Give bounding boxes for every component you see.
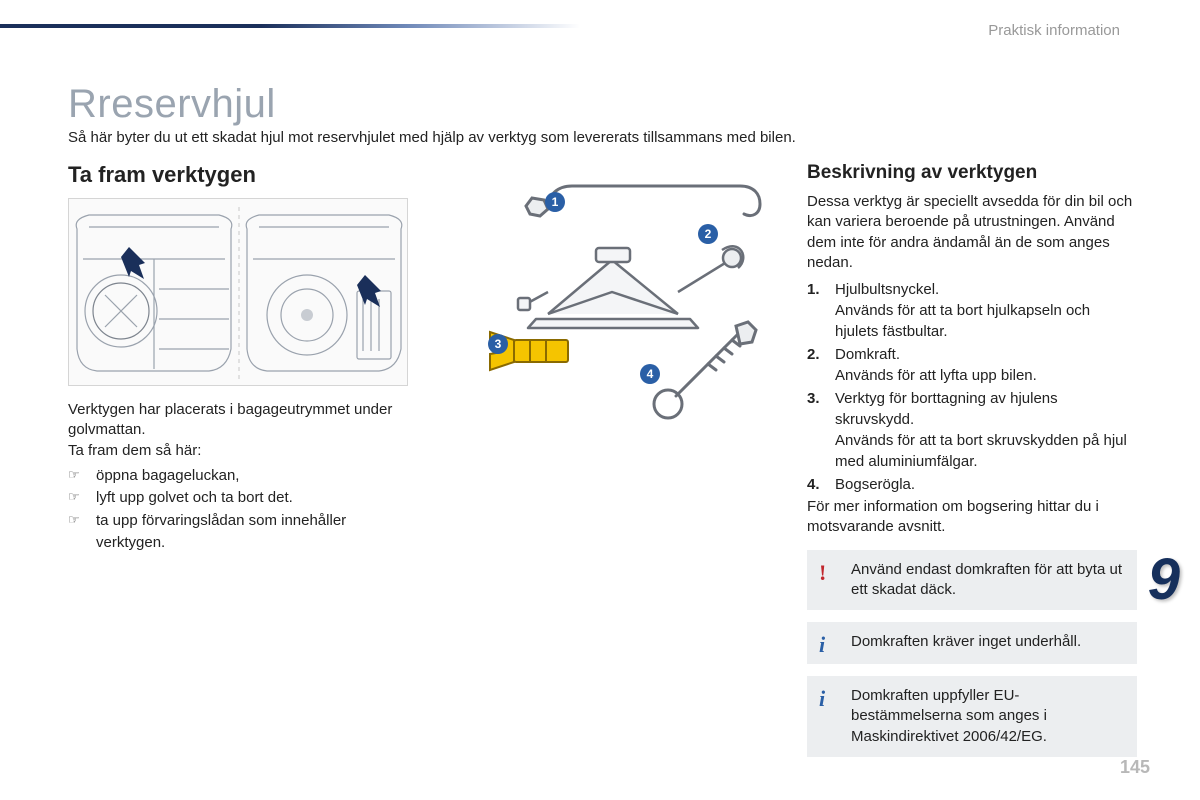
item-number: 1. — [807, 279, 820, 300]
right-after-list: För mer information om bogsering hittar … — [807, 497, 1137, 538]
info-text: Domkraften kräver inget underhåll. — [851, 633, 1081, 650]
left-para-2: Ta fram dem så här: — [68, 441, 408, 461]
warning-text: Använd endast domkraften för att byta ut… — [851, 561, 1122, 598]
item-number: 4. — [807, 474, 820, 495]
item-name: Domkraft. — [835, 346, 900, 363]
callout-4: 4 — [647, 367, 654, 381]
section-number-badge: 9 — [1148, 546, 1180, 613]
figure-trunk — [68, 198, 408, 386]
item-name: Hjulbultsnyckel. — [835, 281, 939, 298]
intro-text: Så här byter du ut ett skadat hjul mot r… — [68, 129, 1150, 146]
list-item: lyft upp golvet och ta bort det. — [68, 487, 408, 510]
left-step-list: öppna bagageluckan, lyft upp golvet och … — [68, 465, 408, 555]
info-text: Domkraften uppfyller EU-bestämmelserna s… — [851, 687, 1047, 745]
list-item: 4. Bogserögla. — [807, 474, 1137, 495]
item-desc: Används för att ta bort hjulkapseln och … — [835, 300, 1137, 342]
page-title: Rreservhjul — [68, 82, 1150, 127]
warning-icon: ! — [819, 558, 826, 588]
page-number: 145 — [1120, 757, 1150, 778]
tool-description-list: 1. Hjulbultsnyckel. Används för att ta b… — [807, 279, 1137, 495]
figure-tools: 1 2 3 4 — [440, 164, 775, 424]
right-intro: Dessa verktyg är speciellt avsedda för d… — [807, 192, 1137, 273]
callout-3: 3 — [495, 337, 502, 351]
list-item: 2. Domkraft. Används för att lyfta upp b… — [807, 344, 1137, 386]
info-box-1: i Domkraften kräver inget underhåll. — [807, 622, 1137, 664]
list-item: öppna bagageluckan, — [68, 465, 408, 488]
callout-2: 2 — [705, 227, 712, 241]
info-icon: i — [819, 684, 825, 714]
header-section-label: Praktisk information — [988, 22, 1120, 39]
list-item: ta upp förvaringslådan som innehåller ve… — [68, 510, 408, 555]
left-para-1: Verktygen har placerats i bagageutrymmet… — [68, 400, 408, 441]
item-name: Verktyg för borttagning av hjulens skruv… — [835, 390, 1058, 428]
info-icon: i — [819, 630, 825, 660]
list-item: 1. Hjulbultsnyckel. Används för att ta b… — [807, 279, 1137, 342]
right-heading: Beskrivning av verktygen — [807, 162, 1137, 184]
item-name: Bogserögla. — [835, 476, 915, 493]
item-number: 3. — [807, 388, 820, 409]
warning-box: ! Använd endast domkraften för att byta … — [807, 550, 1137, 611]
left-heading: Ta fram verktygen — [68, 162, 408, 188]
top-rule — [0, 24, 580, 28]
list-item: 3. Verktyg för borttagning av hjulens sk… — [807, 388, 1137, 472]
item-desc: Används för att lyfta upp bilen. — [835, 365, 1137, 386]
item-number: 2. — [807, 344, 820, 365]
info-box-2: i Domkraften uppfyller EU-bestämmelserna… — [807, 676, 1137, 757]
item-desc: Används för att ta bort skruvskydden på … — [835, 430, 1137, 472]
callout-1: 1 — [552, 195, 559, 209]
